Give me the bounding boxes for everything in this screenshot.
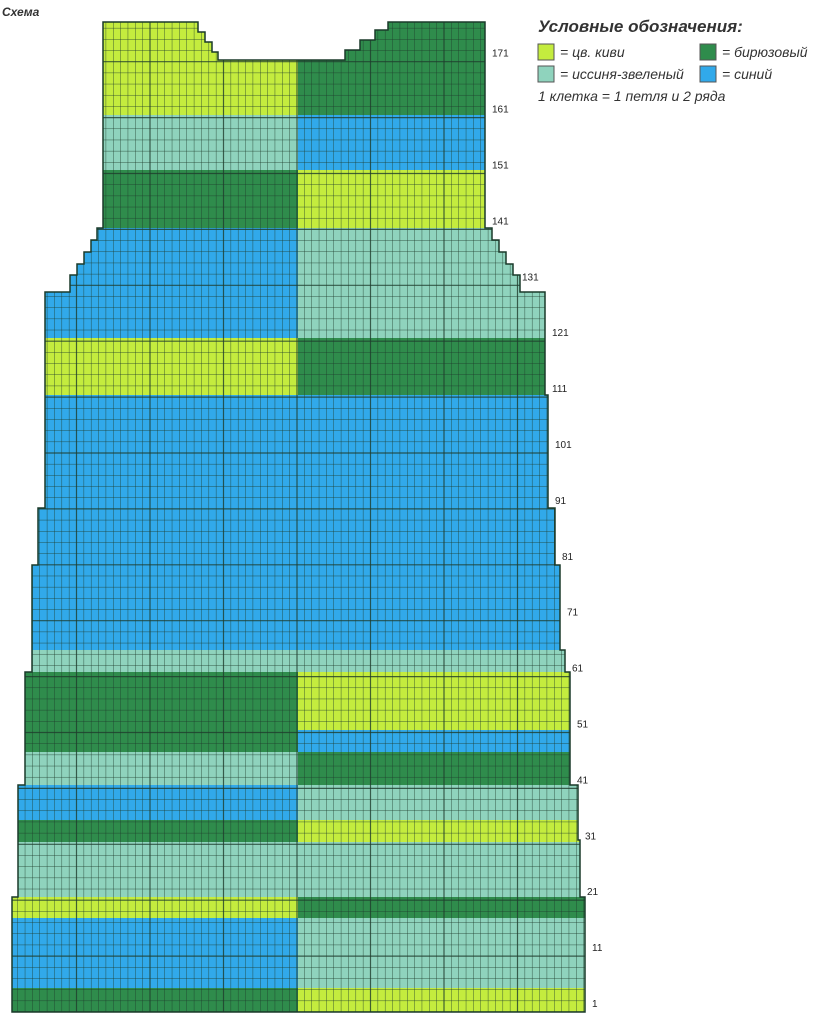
row-label: 161 bbox=[492, 105, 509, 116]
band bbox=[298, 897, 585, 918]
band bbox=[298, 672, 585, 730]
band bbox=[12, 395, 298, 650]
legend-item: = синий bbox=[722, 66, 772, 82]
band bbox=[298, 988, 585, 1012]
swatch bbox=[699, 65, 717, 83]
row-label: 41 bbox=[577, 775, 589, 786]
swatch bbox=[537, 43, 555, 61]
row-label: 91 bbox=[555, 496, 567, 507]
row-label: 61 bbox=[572, 664, 584, 675]
legend-title: Условные обозначения: bbox=[538, 17, 743, 36]
band bbox=[298, 170, 585, 228]
row-label: 101 bbox=[555, 440, 572, 451]
row-label: 131 bbox=[522, 272, 539, 283]
row-label: 111 bbox=[552, 384, 568, 395]
row-label: 1 bbox=[592, 999, 598, 1010]
row-label: 121 bbox=[552, 328, 569, 339]
band bbox=[298, 752, 585, 785]
swatch bbox=[699, 43, 717, 61]
legend-item: = цв. киви bbox=[560, 44, 625, 60]
band bbox=[298, 228, 585, 338]
band bbox=[12, 672, 298, 752]
band bbox=[298, 842, 585, 897]
row-label: 71 bbox=[567, 608, 579, 619]
row-label: 31 bbox=[585, 831, 597, 842]
band bbox=[298, 785, 585, 820]
title: Схема bbox=[2, 5, 40, 19]
band bbox=[298, 918, 585, 988]
band bbox=[298, 115, 585, 170]
band bbox=[298, 650, 585, 672]
legend-item: = иссиня-звеленый bbox=[560, 66, 684, 82]
band bbox=[12, 115, 298, 170]
swatch bbox=[537, 65, 555, 83]
row-label: 11 bbox=[592, 943, 603, 954]
legend-item: = бирюзовый bbox=[722, 44, 808, 60]
row-label: 141 bbox=[492, 216, 509, 227]
band bbox=[12, 842, 298, 897]
band bbox=[298, 820, 585, 842]
band bbox=[298, 395, 585, 650]
band bbox=[12, 820, 298, 842]
band bbox=[12, 650, 298, 672]
band bbox=[12, 918, 298, 988]
band bbox=[218, 60, 298, 115]
color-bands bbox=[12, 22, 585, 1012]
band bbox=[12, 897, 298, 918]
row-label: 151 bbox=[492, 161, 509, 172]
row-label: 171 bbox=[492, 49, 509, 60]
outline bbox=[11, 21, 586, 1013]
band bbox=[12, 170, 298, 228]
band bbox=[12, 338, 298, 395]
row-label: 51 bbox=[577, 720, 589, 731]
band bbox=[12, 785, 298, 820]
band bbox=[298, 338, 585, 395]
band bbox=[298, 730, 585, 752]
band bbox=[12, 988, 298, 1012]
row-label: 21 bbox=[587, 887, 599, 898]
legend-note: 1 клетка = 1 петля и 2 ряда bbox=[538, 88, 726, 104]
row-label: 81 bbox=[562, 552, 574, 563]
band bbox=[12, 752, 298, 785]
